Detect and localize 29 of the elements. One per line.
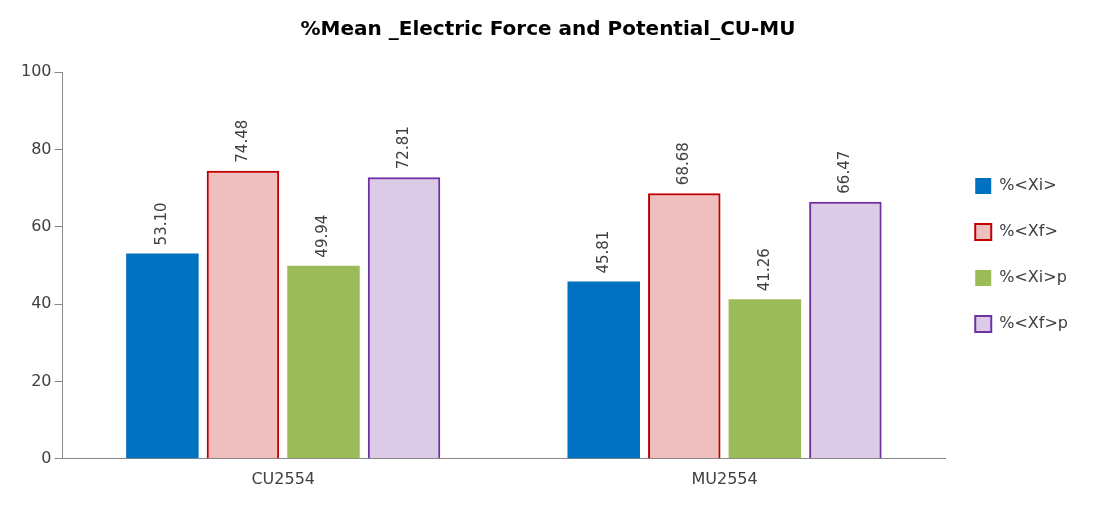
bar	[287, 265, 360, 459]
y-tick-label: 40	[31, 293, 52, 313]
bar	[206, 170, 280, 459]
data-label: 53.10	[152, 202, 171, 246]
bar	[648, 193, 721, 459]
x-tick-label: CU2554	[251, 468, 316, 488]
y-tick-label: 60	[31, 215, 52, 235]
data-label: 72.81	[393, 126, 412, 170]
data-label: 68.68	[674, 142, 693, 186]
bar	[367, 177, 441, 459]
x-tick-label: MU2554	[691, 468, 758, 488]
data-label: 45.81	[593, 230, 612, 274]
data-label: 49.94	[313, 214, 332, 258]
chart-title: %Mean _Electric Force and Potential_CU-MU	[300, 16, 796, 41]
bar	[728, 299, 802, 459]
y-tick-label: 100	[20, 61, 52, 81]
legend-label: %<Xi>p	[999, 267, 1067, 287]
bar	[809, 201, 882, 459]
bar	[567, 281, 640, 459]
legend-label: %<Xi>	[999, 175, 1057, 195]
data-label: 66.47	[835, 150, 854, 194]
y-tick-label: 0	[41, 447, 52, 467]
legend-label: %<Xf>p	[999, 313, 1068, 333]
data-label: 41.26	[754, 248, 773, 292]
legend-label: %<Xf>	[999, 221, 1058, 241]
bar	[126, 253, 199, 459]
y-tick-label: 80	[31, 138, 52, 158]
y-tick-label: 20	[31, 370, 52, 390]
data-label: 74.48	[232, 119, 251, 163]
